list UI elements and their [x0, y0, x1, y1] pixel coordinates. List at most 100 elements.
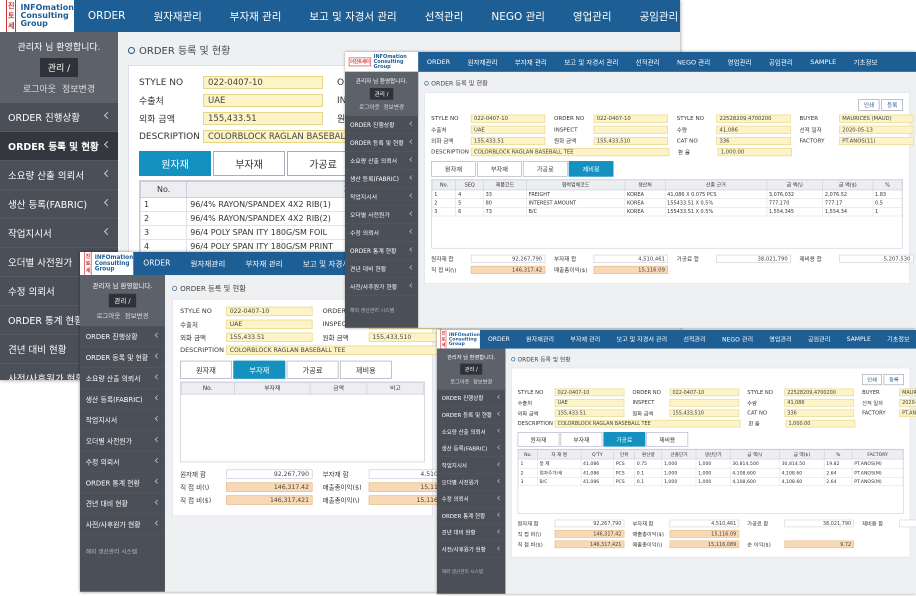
menu-item[interactable]: ORDER 등록 및 현황 [437, 407, 506, 424]
field-value[interactable]: 336 [784, 409, 855, 417]
menu-item[interactable]: ORDER 등록 및 현황 [0, 132, 118, 161]
field-value[interactable]: UAE [226, 319, 313, 330]
user-link[interactable]: 정보변경 [124, 313, 149, 321]
field-value[interactable]: 4,510,461 [368, 469, 440, 479]
button[interactable]: 등록 [883, 374, 904, 386]
menu-item[interactable]: 사전/사후원가 현황 [345, 278, 419, 296]
nav-item[interactable]: 선적관리 [683, 336, 706, 344]
field-value[interactable]: 146,317.42 [470, 265, 546, 274]
nav-item[interactable]: 부자재 관리 [570, 336, 601, 344]
nav-item[interactable]: 원자재관리 [467, 58, 498, 66]
field-value[interactable]: COLORBLOCK RAGLAN BASEBALL TEE [226, 345, 440, 355]
nav-item[interactable]: 원자재관리 [526, 336, 555, 344]
field-value[interactable]: 1,000.00 [717, 148, 793, 157]
nav-item[interactable]: 영업관리 [727, 58, 752, 66]
nav-item[interactable]: 공임관리 [768, 58, 793, 66]
menu-item[interactable]: 사전/사후원가 현황 [0, 364, 118, 380]
field-value[interactable]: PT.ANOS(11) [899, 409, 916, 417]
table-row[interactable]: 3 B/C 41,086 PCS 0.1 1,000 1,000 4,108,600 4,108… [518, 477, 904, 487]
tab[interactable]: 원자재 [517, 432, 560, 447]
field-value[interactable]: 5,207,530 [899, 519, 916, 528]
nav-item[interactable]: SAMPLE [846, 335, 871, 343]
nav-item[interactable]: 부자재 관리 [245, 259, 283, 269]
nav-item[interactable]: 원자재관리 [153, 10, 202, 23]
menu-item[interactable]: 작업지시서 [0, 219, 118, 248]
tab[interactable]: 부자재 [477, 161, 522, 177]
tab[interactable]: 부자재 [213, 151, 285, 176]
field-value[interactable]: 15,116.09 [368, 482, 440, 492]
menu-item[interactable]: 생산 등록(FABRIC) [80, 389, 165, 410]
field-value[interactable]: 022-0407-10 [203, 76, 323, 89]
nav-item[interactable]: NEGO 관리 [491, 10, 545, 23]
field-value[interactable]: 155,433,510 [368, 332, 440, 342]
tab[interactable]: 제비용 [646, 432, 689, 447]
user-link[interactable]: 정보변경 [62, 85, 96, 95]
tab[interactable]: 부자재 [233, 360, 286, 379]
field-value[interactable]: 2020-05-13 [899, 399, 916, 407]
field-value[interactable]: 92,267,790 [554, 519, 625, 528]
field-value[interactable]: 155,433,510 [669, 409, 740, 417]
nav-item[interactable]: 기초정보 [853, 58, 878, 66]
menu-item[interactable]: 오더별 사전원가 [437, 474, 506, 491]
nav-item[interactable]: 보고 및 자경서 관리 [309, 10, 397, 23]
field-value[interactable] [669, 399, 740, 407]
field-value[interactable]: 146,317,421 [226, 495, 313, 505]
field-value[interactable]: 92,267,790 [470, 254, 546, 263]
menu-item[interactable]: 소요량 산출 의뢰서 [437, 423, 506, 441]
menu-item[interactable]: 견년 대비 현황 [437, 524, 506, 542]
nav-item[interactable]: 보고 및 자경서 관리 [616, 336, 668, 344]
menu-item[interactable]: 견년 대비 현황 [80, 493, 165, 515]
field-value[interactable]: 146,317.42 [226, 482, 313, 492]
nav-item[interactable]: NEGO 관리 [676, 58, 711, 66]
nav-item[interactable]: 영업관리 [572, 10, 612, 23]
menu-item[interactable]: 생산 등록(FABRIC) [437, 440, 506, 458]
menu-item[interactable]: 오더별 사전원가 [345, 206, 419, 224]
field-value[interactable]: 022-0407-10 [226, 306, 313, 317]
field-value[interactable]: 4,510,461 [669, 519, 740, 528]
menu-item[interactable]: 생산 등록(FABRIC) [0, 190, 118, 219]
nav-item[interactable]: 부자재 관리 [514, 58, 547, 66]
table-row[interactable]: 1 4 33 FREIGHT KOREA 41,086 X 0.075 PCS 3,076,… [431, 189, 903, 199]
field-value[interactable]: UAE [470, 125, 546, 134]
tab[interactable]: 원자재 [180, 360, 232, 379]
field-value[interactable]: UAE [203, 94, 323, 107]
menu-item[interactable]: 소요량 산출 의뢰서 [345, 152, 419, 170]
tab[interactable]: 제비용 [339, 360, 392, 379]
field-value[interactable]: MAURICES (MAUD) [839, 114, 914, 123]
field-value[interactable]: 146,317,421 [554, 540, 625, 549]
field-value[interactable]: 5,207,530 [839, 254, 914, 263]
nav-item[interactable]: 선적관리 [424, 10, 464, 23]
tab[interactable]: 원자재 [139, 151, 211, 176]
tab[interactable]: 제비용 [568, 161, 614, 177]
menu-item[interactable]: 작업지시서 [345, 188, 419, 206]
field-value[interactable]: 336 [716, 136, 791, 145]
field-value[interactable]: 2020-05-13 [839, 125, 914, 134]
field-value[interactable]: COLORBLOCK RAGLAN BASEBALL TEE [554, 419, 741, 428]
nav-item[interactable]: 공임관리 [807, 336, 831, 344]
nav-item[interactable]: SAMPLE [810, 58, 837, 66]
menu-item[interactable]: 소요량 산출 의뢰서 [0, 161, 118, 190]
field-value[interactable]: 022-0407-10 [593, 114, 669, 123]
menu-item[interactable]: ORDER 진행상황 [0, 103, 118, 132]
nav-item[interactable]: 선적관리 [635, 58, 660, 66]
menu-item[interactable]: 수정 의뢰서 [80, 451, 165, 473]
nav-item[interactable]: 영업관리 [769, 336, 792, 344]
nav-item[interactable]: ORDER [487, 335, 510, 343]
field-value[interactable]: 022-0407-10 [669, 388, 740, 397]
user-link[interactable]: 로그아웃 [450, 379, 470, 386]
user-link[interactable]: 로그아웃 [359, 104, 380, 111]
nav-item[interactable]: 기초정보 [887, 336, 910, 344]
nav-item[interactable]: NEGO 관리 [721, 336, 754, 344]
field-value[interactable]: 22528209,4700200 [716, 114, 791, 123]
menu-item[interactable]: 작업지시서 [80, 410, 165, 431]
table-row[interactable]: 3 6 73 B/C KOREA 155433.51 X 0.5% 1,554,345 1,5… [431, 206, 903, 217]
field-value[interactable]: UAE [554, 399, 625, 407]
field-value[interactable] [593, 125, 669, 134]
field-value[interactable]: COLORBLOCK RAGLAN BASEBALL TEE [470, 148, 670, 157]
button[interactable]: 인쇄 [858, 99, 880, 111]
